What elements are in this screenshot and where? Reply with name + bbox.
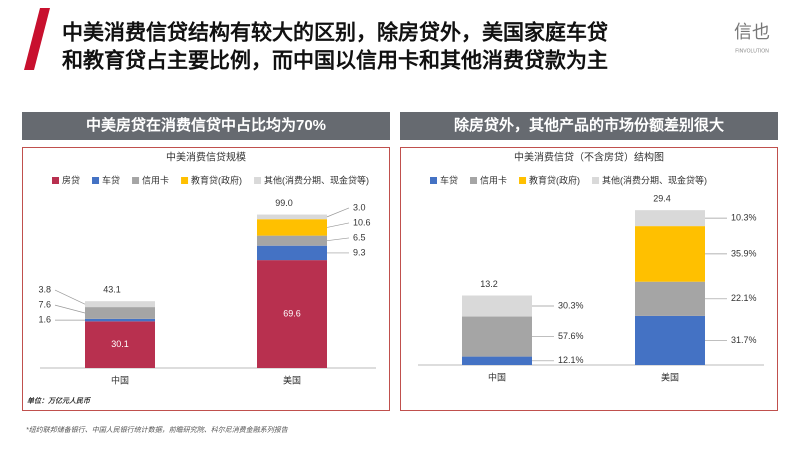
data-label: 10.6 (353, 217, 371, 227)
section-bar (400, 112, 778, 140)
panel (400, 147, 778, 411)
section-bar (22, 112, 390, 140)
panel (22, 147, 390, 411)
bar-segment (257, 245, 327, 261)
data-label: 7.6 (38, 299, 51, 309)
legend-label: 教育贷(政府) (191, 174, 242, 185)
bar-segment (462, 356, 532, 365)
chart-title: 中美消费信贷（不含房贷）结构图 (514, 151, 664, 164)
data-label: 31.7% (731, 335, 757, 345)
legend-swatch (519, 177, 527, 184)
unit-note: 单位：万亿元人民币 (27, 396, 91, 405)
bar-segment (85, 301, 155, 308)
logo-sub: FINVOLUTION (735, 48, 769, 54)
accent-slash (24, 8, 50, 70)
total-label: 13.2 (480, 279, 498, 289)
data-label: 3.0 (353, 202, 366, 212)
data-label: 9.3 (353, 247, 366, 257)
footnote: *纽约联邦储备银行、中国人民银行统计数据，前瞻研究院、科尔尼消费金融系列报告 (26, 426, 289, 434)
leader-line (326, 207, 350, 218)
legend-label: 其他(消费分期、现金贷等) (264, 174, 369, 185)
leader-line (326, 237, 350, 242)
bar-segment (85, 318, 155, 322)
data-label: 35.9% (731, 248, 757, 258)
data-label: 12.1% (558, 355, 584, 365)
legend-label: 其他(消费分期、现金贷等) (602, 174, 707, 185)
legend-label: 房贷 (62, 174, 80, 185)
legend-swatch (52, 177, 59, 184)
total-label: 99.0 (275, 198, 293, 208)
data-label: 30.1 (111, 339, 129, 349)
data-label: 3.8 (38, 284, 51, 294)
bar-segment (257, 219, 327, 236)
bar-segment (85, 321, 155, 368)
legend-swatch (254, 177, 262, 184)
legend-swatch (470, 177, 478, 184)
x-tick-label: 中国 (488, 371, 506, 382)
leader-line (54, 289, 86, 305)
bar-segment (635, 210, 705, 227)
data-label: 57.6% (558, 331, 584, 341)
logo: 信也 (734, 22, 770, 42)
data-label: 6.5 (353, 232, 366, 242)
legend-swatch (132, 177, 140, 184)
x-tick-label: 美国 (661, 371, 679, 382)
data-label: 22.1% (731, 293, 757, 303)
x-tick-label: 美国 (283, 374, 301, 385)
legend-label: 信用卡 (480, 174, 507, 185)
bar-segment (257, 260, 327, 368)
title-line: 中美消费信贷结构有较大的区别，除房贷外，美国家庭车贷 (62, 21, 608, 45)
bar-segment (635, 315, 705, 365)
legend-label: 车贷 (102, 174, 120, 185)
data-label: 1.6 (38, 314, 51, 324)
legend-swatch (181, 177, 189, 184)
total-label: 43.1 (103, 285, 121, 295)
leader-line (326, 222, 350, 228)
legend-swatch (592, 177, 600, 184)
data-label: 69.6 (283, 308, 301, 318)
legend-label: 车贷 (440, 174, 458, 185)
bar-segment (635, 226, 705, 282)
legend-swatch (92, 177, 100, 184)
section-title: 除房贷外，其他产品的市场份额差别很大 (454, 116, 724, 134)
bar-segment (257, 214, 327, 220)
bar-segment (462, 295, 532, 317)
bar-segment (257, 235, 327, 246)
bar-segment (462, 316, 532, 357)
legend-swatch (430, 177, 437, 184)
chart-title: 中美消费信贷规模 (166, 151, 246, 164)
data-label: 30.3% (558, 300, 584, 310)
title-line: 和教育贷占主要比例，而中国以信用卡和其他消费贷款为主 (62, 49, 608, 73)
x-tick-label: 中国 (111, 374, 129, 385)
leader-line (54, 304, 86, 314)
legend-label: 信用卡 (142, 174, 169, 185)
total-label: 29.4 (653, 194, 671, 204)
data-label: 10.3% (731, 213, 757, 223)
section-title: 中美房贷在消费信贷中占比均为70% (86, 116, 326, 134)
legend-label: 教育贷(政府) (529, 174, 580, 185)
bar-segment (85, 307, 155, 319)
bar-segment (635, 281, 705, 316)
